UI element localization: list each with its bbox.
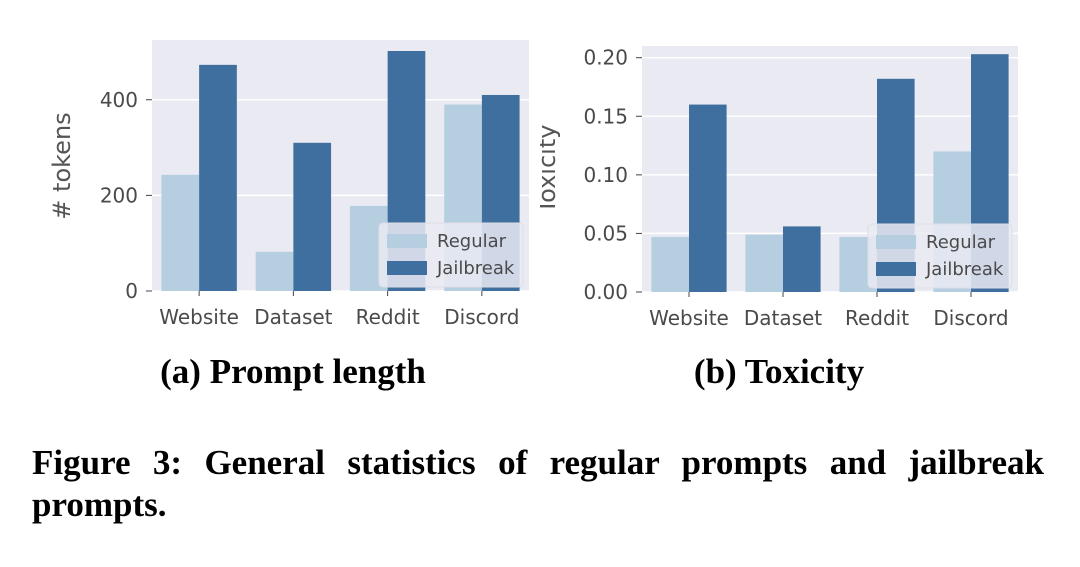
y-tick-label: 0.20 <box>583 46 628 70</box>
subcaption-toxicity: (b) Toxicity <box>693 352 865 391</box>
x-tick-label: Dataset <box>744 306 822 330</box>
y-tick-label: 0.10 <box>583 163 628 187</box>
y-tick-label: 200 <box>100 183 138 207</box>
legend-swatch-regular <box>387 234 427 248</box>
x-tick-label: Website <box>649 306 729 330</box>
y-tick-label: 0.15 <box>583 104 628 128</box>
legend-label-jailbreak: Jailbreak <box>436 258 515 279</box>
legend-label-regular: Regular <box>926 232 996 253</box>
legend: Regular Jailbreak <box>378 222 524 288</box>
legend-swatch-regular <box>876 235 916 249</box>
bar-regular-dataset <box>255 251 294 291</box>
y-tick-label: 400 <box>100 88 138 112</box>
x-tick-label: Reddit <box>356 305 420 329</box>
bar-jailbreak-dataset <box>783 226 821 292</box>
legend-swatch-jailbreak <box>387 261 427 275</box>
subcaption-prompt-length: (a) Prompt length <box>160 352 426 391</box>
legend-label-jailbreak: Jailbreak <box>925 259 1004 280</box>
x-tick-label: Dataset <box>254 305 332 329</box>
x-tick-label: Website <box>159 305 239 329</box>
bar-regular-dataset <box>745 234 783 292</box>
legend-label-regular: Regular <box>437 231 507 252</box>
bar-jailbreak-website <box>689 104 727 292</box>
y-axis-label: Toxicity <box>540 125 561 215</box>
chart-prompt-length: 0 200 400 Website Dataset Reddit Discord # toke… <box>48 40 529 329</box>
bar-jailbreak-dataset <box>293 142 332 291</box>
legend-swatch-jailbreak <box>876 262 916 276</box>
bar-regular-website <box>161 174 200 291</box>
y-axis-label: # tokens <box>48 112 76 219</box>
x-tick-label: Discord <box>444 305 519 329</box>
y-tick-label: 0.00 <box>583 280 628 304</box>
chart-toxicity: 0.00 0.05 0.10 0.15 0.20 Website Dataset Reddit… <box>540 46 1018 330</box>
bar-jailbreak-website <box>199 64 237 291</box>
x-tick-label: Reddit <box>845 306 909 330</box>
bar-regular-website <box>651 236 689 292</box>
y-tick-label: 0 <box>125 279 138 303</box>
x-tick-label: Discord <box>933 306 1008 330</box>
y-tick-label: 0.05 <box>583 221 628 245</box>
legend: Regular Jailbreak <box>867 223 1013 289</box>
figure-caption: Figure 3: General statistics of regular … <box>32 443 1044 524</box>
